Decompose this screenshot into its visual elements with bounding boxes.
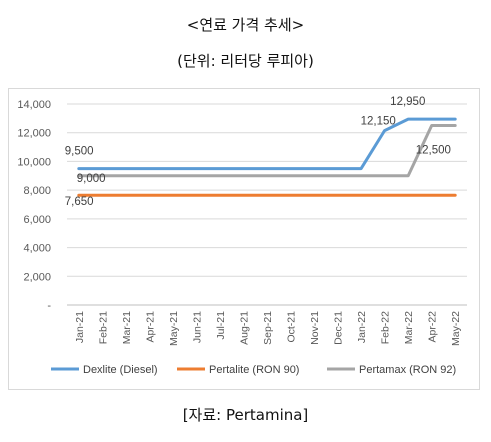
y-tick-label: 4,000	[23, 243, 51, 255]
chart-title: <연료 가격 추세>	[186, 16, 305, 34]
x-tick-label: Jan-22	[356, 311, 368, 343]
x-tick-label: Mar-21	[121, 311, 133, 344]
source-note: [자료: Pertamina]	[182, 406, 309, 424]
y-axis-ticks: - 2,000 4,000 6,000 8,000 10,000 12,000 14,000	[17, 99, 51, 312]
x-tick-label: Feb-21	[97, 311, 109, 344]
x-tick-label: Sep-21	[262, 311, 274, 345]
data-label: 12,950	[390, 96, 425, 108]
x-tick-label: Apr-21	[144, 311, 156, 343]
data-label: 9,500	[65, 146, 94, 158]
x-tick-label: Jul-21	[215, 311, 227, 340]
grid-lines	[67, 103, 467, 306]
data-label: 12,500	[416, 145, 451, 157]
y-tick-label: -	[47, 300, 51, 312]
x-tick-label: Oct-21	[286, 311, 298, 343]
y-tick-label: 10,000	[17, 156, 51, 168]
series-line	[77, 124, 457, 178]
y-tick-label: 2,000	[23, 271, 51, 283]
y-tick-label: 6,000	[23, 214, 51, 226]
x-tick-label: Jun-21	[191, 311, 203, 343]
x-tick-label: Aug-21	[238, 311, 250, 345]
legend-label: Pertalite (RON 90)	[209, 364, 299, 376]
x-tick-label: Nov-21	[309, 311, 321, 345]
chart-container: -2,000 4,000 6,000 8,000 10,000 12,000 14,000 …	[8, 88, 480, 390]
legend: Dexlite (Diesel) Pertalite (RON 90) Pertam…	[51, 364, 456, 376]
x-tick-label: Apr-22	[427, 311, 439, 343]
x-tick-label: Feb-22	[380, 311, 392, 344]
y-tick-label: 8,000	[23, 185, 51, 197]
y-tick-label: 12,000	[17, 128, 51, 140]
x-tick-label: May-21	[168, 311, 180, 346]
data-label: 12,150	[361, 116, 396, 128]
data-label: 7,650	[65, 196, 94, 208]
x-tick-label: Jan-21	[74, 311, 86, 343]
x-tick-label: Mar-22	[403, 311, 415, 344]
fuel-price-line-chart: -2,0004,0006,0008,00010,00012,00014,000 …	[17, 96, 467, 376]
data-label: 9,000	[77, 173, 106, 185]
data-labels: 9,500 9,000 7,650 12,150 12,950 12,500	[65, 96, 451, 208]
x-axis-ticks: Jan-21 Feb-21 Mar-21 Apr-21 May-21 Jun-21 Jul-…	[74, 311, 462, 346]
x-tick-label: May-22	[450, 311, 462, 346]
series-line	[77, 117, 457, 171]
series-lines	[77, 117, 457, 197]
legend-label: Dexlite (Diesel)	[83, 364, 158, 376]
x-tick-label: Dec-21	[333, 311, 345, 345]
legend-label: Pertamax (RON 92)	[359, 364, 456, 376]
y-tick-label: 14,000	[17, 99, 51, 111]
unit-note: (단위: 리터당 루피아)	[177, 52, 314, 70]
